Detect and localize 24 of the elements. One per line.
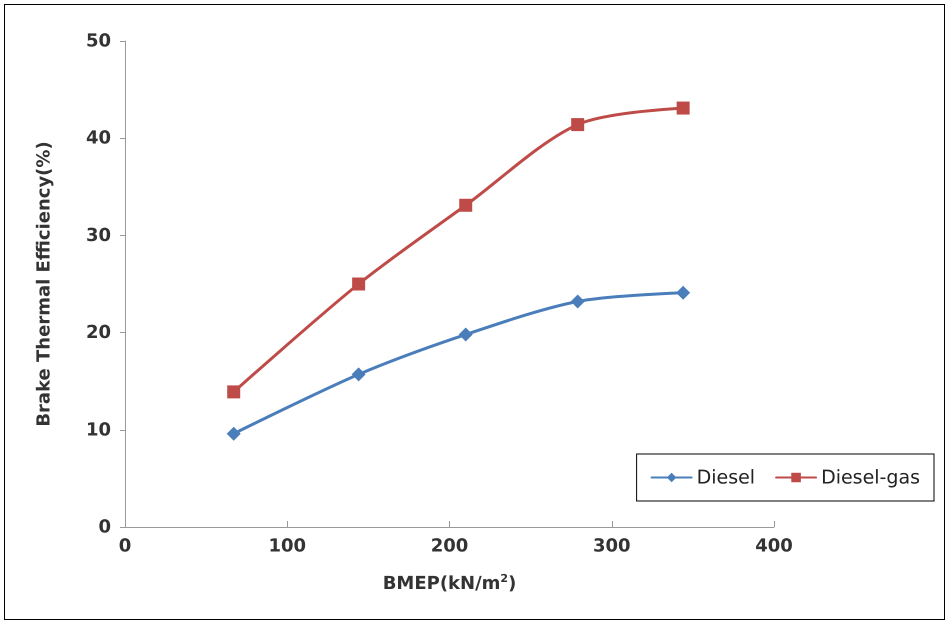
point [227, 385, 240, 398]
point [352, 278, 366, 290]
x-tick-label: 300 [592, 536, 631, 556]
point [459, 198, 472, 212]
point [676, 286, 690, 300]
point [352, 367, 366, 382]
y-tick-label: 20 [86, 322, 111, 344]
legend-label: Diesel [696, 466, 756, 488]
point [458, 328, 473, 342]
x-tick-label: 0 [118, 536, 132, 556]
point [226, 426, 241, 441]
y-tick-label: 50 [86, 30, 111, 52]
legend-label: Diesel-gas [821, 466, 920, 488]
y-tick-label: 0 [98, 516, 111, 538]
x-tick-label: 100 [268, 536, 306, 556]
point [676, 102, 690, 115]
y-tick-label: 10 [86, 419, 111, 440]
y-axis-title: Brake Thermal Efficiency(%) [34, 141, 54, 427]
x-tick-label: 400 [755, 536, 793, 556]
point [570, 294, 585, 308]
y-tick-label: 30 [86, 224, 111, 246]
x-tick-label: 200 [430, 536, 468, 556]
y-tick-label: 40 [86, 128, 111, 149]
point [571, 118, 584, 132]
